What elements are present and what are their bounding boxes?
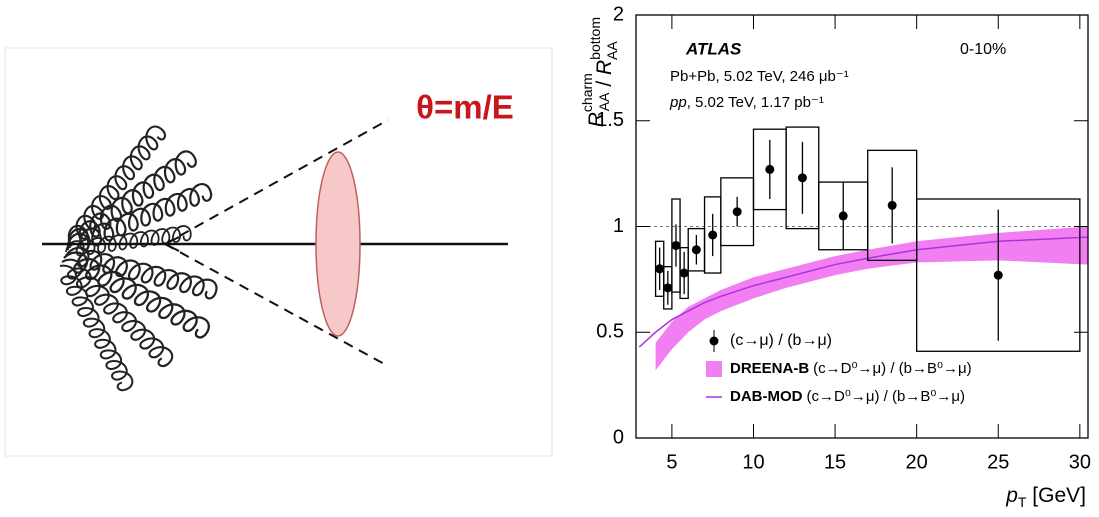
cone-edge [164,119,389,245]
data-point [691,245,701,255]
model-band [655,226,1088,371]
legend-label: (c→μ) / (b→μ) [730,332,832,349]
data-point [887,200,897,210]
cone-edge [164,243,389,367]
x-label-unit: [GeV] [1026,484,1086,507]
system-label: pp, 5.02 TeV, 1.17 pb⁻¹ [669,94,824,111]
diagram: θ=m/E [4,47,553,457]
x-tick-label: 5 [666,451,677,473]
legend-marker [709,336,719,346]
systematic-box [916,198,1081,352]
x-label-main: p [1005,484,1018,507]
legend-detail: (c→D⁰→μ) / (b→B⁰→μ) [813,360,971,377]
legend-name: DREENA-B [730,360,809,377]
system-rest: , 5.02 TeV, 1.17 pb⁻¹ [687,94,824,111]
legend-label: DAB-MOD (c→D⁰→μ) / (b→B⁰→μ) [730,388,965,405]
x-tick-label: 15 [824,451,846,473]
x-axis-label: pT [GeV] [1005,484,1086,510]
data-point [765,164,775,174]
y-tick-label: 0.5 [596,321,624,343]
y-label-sub: AA [596,92,612,111]
legend-marker [706,361,722,377]
system-italic: pp [669,94,687,111]
x-tick-label: 20 [906,451,928,473]
systematic-box [720,177,755,247]
y-label-sup: charm [579,73,595,112]
y-label-sup: bottom [587,17,603,60]
y-tick-label: 1 [613,215,624,237]
legend-label: DREENA-B (c→D⁰→μ) / (b→B⁰→μ) [730,360,972,377]
diagram-label: θ=m/E [416,89,514,126]
y-label-main: R [593,60,616,75]
centrality-label: 0-10% [960,41,1006,58]
x-tick-label: 25 [987,451,1009,473]
legend-name: DAB-MOD [730,388,803,405]
data-point [732,207,742,217]
y-axis-label: RcharmAA / RbottomAA [579,17,620,127]
y-label-main: R [585,112,608,127]
data-point [679,268,689,278]
legend-detail: (c→D⁰→μ) / (b→B⁰→μ) [807,388,965,405]
experiment-label: ATLAS [685,39,742,58]
systematic-box [785,126,820,230]
data-point [993,270,1003,280]
data-point [663,283,673,293]
data-point [671,241,681,251]
data-point [708,230,718,240]
data-point [797,173,807,183]
data-point [655,264,665,274]
data-point [838,211,848,221]
x-tick-label: 30 [1069,451,1091,473]
y-tick-label: 2 [613,3,624,25]
x-tick-label: 10 [742,451,764,473]
y-label-sep: / [593,75,616,93]
x-label-sub: T [1018,494,1027,510]
dead-cone [315,151,361,337]
system-label: Pb+Pb, 5.02 TeV, 246 μb⁻¹ [670,68,849,85]
y-tick-label: 1.5 [596,109,624,131]
y-label-sub: AA [604,41,620,60]
y-tick-label: 0 [613,426,624,448]
